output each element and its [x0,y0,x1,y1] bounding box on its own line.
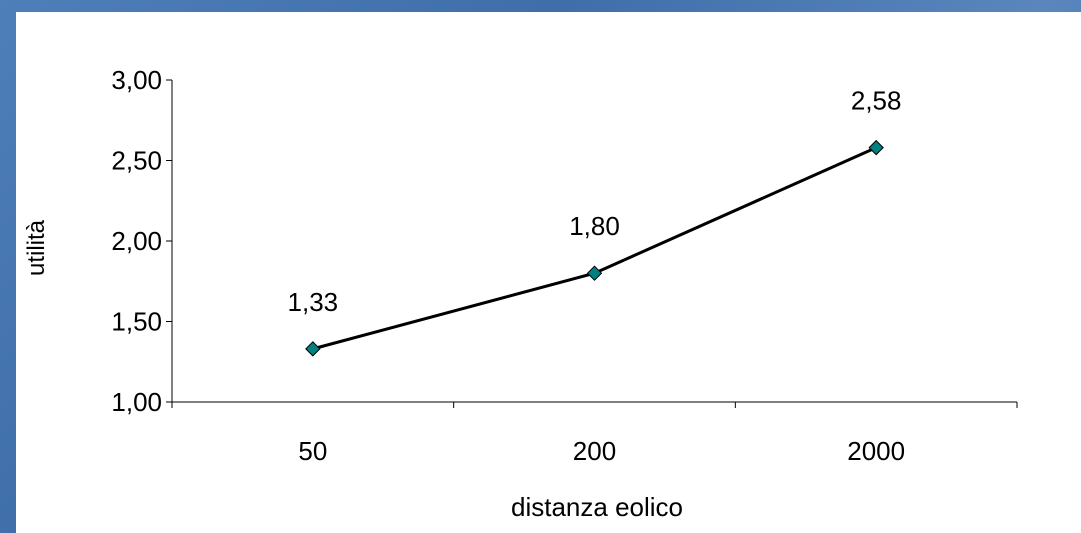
data-label: 2,58 [851,86,902,116]
y-tick-label: 2,00 [111,226,162,256]
data-label: 1,80 [569,211,620,241]
y-tick-label: 3,00 [111,65,162,95]
series: 1,33 1,80 2,58 [288,86,902,357]
chart-panel: 1,00 1,50 2,00 2,50 3,00 50 200 2000 1,33 1,80 2,… [16,12,1081,533]
data-point-marker [868,139,884,156]
x-tick-label: 50 [298,436,327,466]
y-axis-title: utilità [23,219,50,276]
y-tick-label: 1,00 [111,387,162,417]
data-label: 1,33 [288,287,339,317]
x-axis-title: distanza eolico [511,492,683,522]
data-point-marker [586,265,603,281]
data-point-marker [305,341,321,357]
x-tick-label: 200 [573,436,616,466]
axes [166,79,1018,408]
tick-labels: 1,00 1,50 2,00 2,50 3,00 50 200 2000 [111,65,905,466]
series-line [312,146,877,351]
y-tick-label: 1,50 [111,307,162,337]
y-tick-label: 2,50 [111,146,162,176]
x-tick-label: 2000 [847,436,905,466]
line-chart: 1,00 1,50 2,00 2,50 3,00 50 200 2000 1,33 1,80 2,… [23,65,1018,522]
